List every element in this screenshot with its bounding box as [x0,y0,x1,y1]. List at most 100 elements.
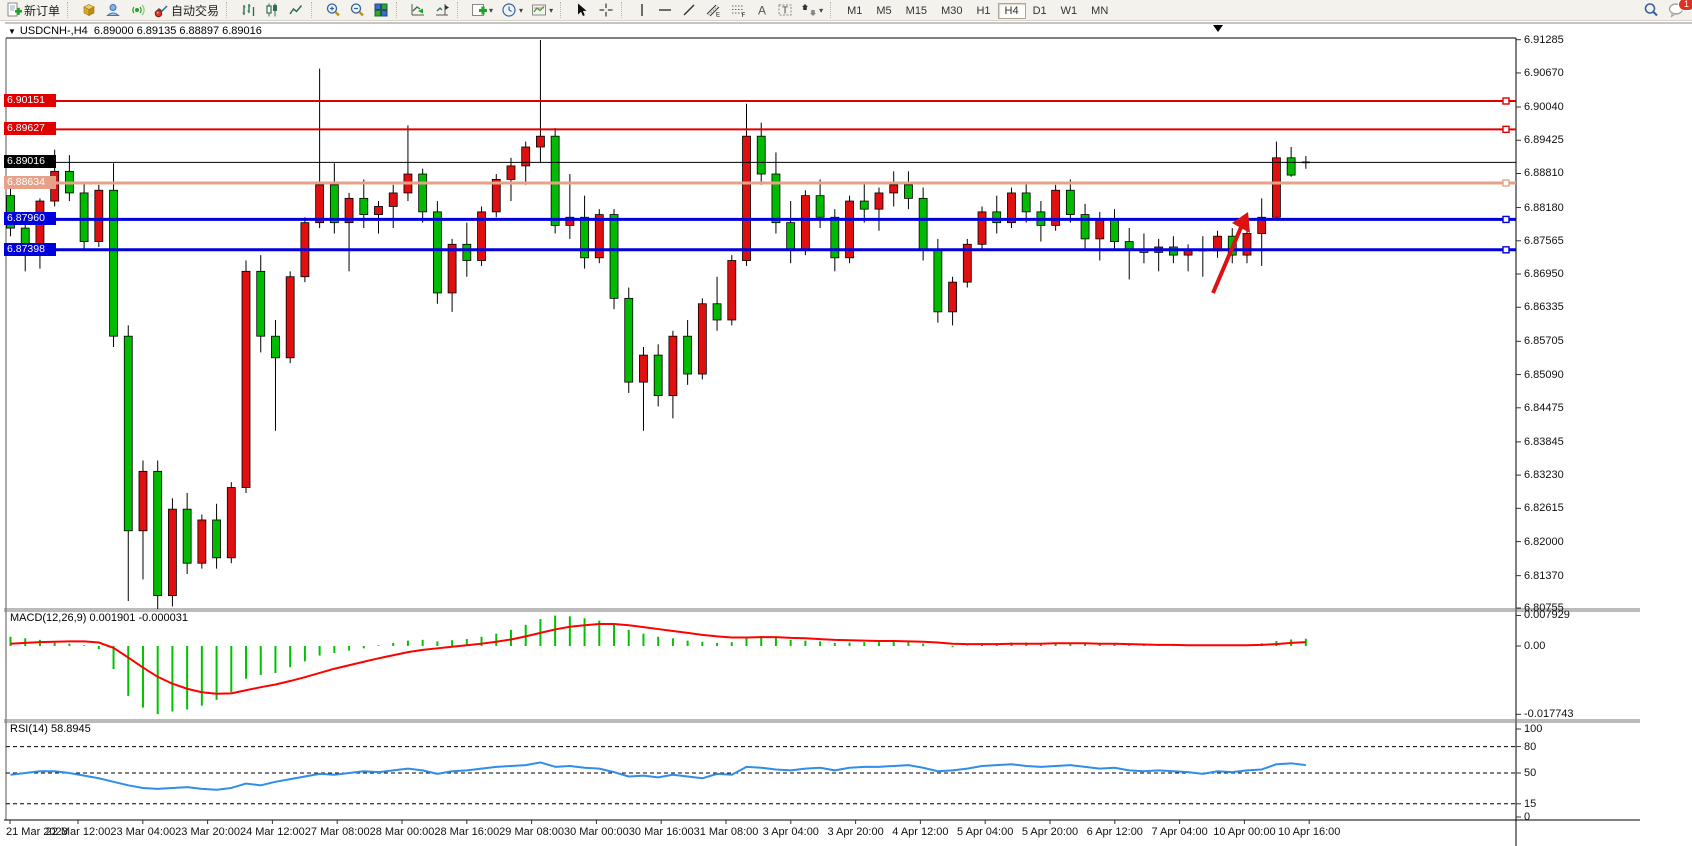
bear-candle [1286,157,1296,176]
chart-shift-icon [434,2,450,18]
line-handle[interactable] [10,179,18,187]
signal-icon [129,2,145,18]
timeframe-m15[interactable]: M15 [905,5,928,17]
bull-candle [800,195,810,251]
search-button[interactable] [1638,1,1664,20]
line-handle[interactable] [1502,125,1510,134]
notifications-button[interactable]: 1 [1664,0,1692,20]
line-handle[interactable] [10,97,18,105]
new-order-button[interactable]: 新订单 [2,1,64,20]
timeframe-w1[interactable]: W1 [1060,5,1078,17]
bull-candle [845,200,854,259]
chart-shift-button[interactable] [430,1,454,20]
ohlc-close: 6.89016 [222,25,262,37]
bull-candle [1095,219,1105,240]
bull-candle [889,184,899,194]
community-button[interactable] [101,1,125,20]
gold-box-icon [81,2,97,18]
bear-candle [580,216,589,259]
candlestick-chart-button[interactable] [260,1,284,20]
bear-candle [756,135,766,175]
vertical-line-button[interactable] [631,1,653,20]
arrow-annotation-head[interactable] [1232,212,1250,233]
line-handle[interactable] [1502,246,1510,254]
chart-shift-marker[interactable] [1213,25,1223,32]
text-label-button[interactable]: T [773,1,797,20]
bull-candle [241,270,251,488]
bear-candle [992,211,1002,224]
market-watch-button[interactable] [77,1,101,20]
chart-canvas[interactable] [4,22,1692,846]
line-handle[interactable] [10,215,18,224]
bar-chart-button[interactable] [236,1,260,20]
template-icon [531,2,547,18]
cursor-button[interactable] [570,1,594,20]
line-handle[interactable] [10,246,18,254]
timeframe-m5[interactable]: M5 [876,5,892,17]
timeframe-h1[interactable]: H1 [976,5,991,17]
text-button[interactable]: A [751,1,773,20]
line-handle[interactable] [1502,179,1510,187]
add-indicator-icon [471,2,488,18]
zoom-out-button[interactable] [345,1,369,20]
bull-candle [668,335,678,397]
line-handle[interactable] [1502,97,1510,105]
bull-candle [226,487,236,559]
bear-candle [653,354,663,397]
bear-candle [1065,189,1075,215]
timeframe-m30[interactable]: M30 [941,5,963,17]
auto-scroll-icon [410,2,426,18]
bull-candle [197,519,207,564]
timeframe-d1[interactable]: D1 [1032,5,1047,17]
line-handle[interactable] [10,125,18,134]
horizontal-line-button[interactable] [653,1,677,20]
add-indicator-button[interactable]: ▾ [467,1,497,20]
bull-candle [477,211,486,261]
bull-candle [1051,189,1061,226]
ohlc-low: 6.88897 [179,25,220,37]
bull-candle [565,216,575,226]
macd-signal-line [10,623,1306,695]
bull-candle [639,354,648,383]
dropdown-arrow-icon: ▾ [489,5,494,15]
collapse-triangle-icon[interactable]: ▼ [8,27,16,36]
bull-candle [94,189,104,242]
bull-candle [491,179,501,213]
autotrade-button[interactable]: 自动交易 [149,1,223,20]
dropdown-arrow-icon: ▾ [819,5,824,15]
person-icon [105,2,121,18]
timeframe-mn[interactable]: MN [1091,5,1109,17]
toolbar-separator [226,2,233,18]
bull-candle [35,200,45,256]
zoom-in-button[interactable] [321,1,345,20]
dropdown-arrow-icon: ▾ [519,5,524,15]
bear-candle [1080,214,1090,240]
bear-candle [786,222,796,251]
trendline-button[interactable] [677,1,701,20]
timeframe-h4[interactable]: H4 [997,3,1026,19]
bull-candle [506,165,516,180]
timeframe-m1[interactable]: M1 [847,5,863,17]
equidistant-channel-button[interactable]: E [701,1,726,20]
svg-text:T: T [782,6,788,17]
tile-windows-button[interactable] [369,1,393,20]
signals-button[interactable] [125,1,149,20]
auto-scroll-button[interactable] [406,1,430,20]
line-chart-icon [288,2,304,18]
arrow-annotation-shaft[interactable] [1211,224,1244,294]
fibonacci-button[interactable]: F [726,1,751,20]
bull-candle [521,146,531,167]
bull-candle [1272,157,1281,218]
line-handle[interactable] [1502,215,1510,224]
arrows-button[interactable]: ▾ [797,1,827,20]
bear-candle [830,216,840,259]
bear-candle [815,195,825,218]
dropdown-arrow-icon: ▾ [549,5,554,15]
zoom-in-icon [325,2,341,18]
chart-template-button[interactable]: ▾ [527,1,557,20]
line-chart-button[interactable] [284,1,308,20]
arrows-icon [801,2,817,18]
period-selector-button[interactable]: ▾ [497,1,527,20]
crosshair-button[interactable] [594,1,618,20]
bear-candle [329,184,339,224]
